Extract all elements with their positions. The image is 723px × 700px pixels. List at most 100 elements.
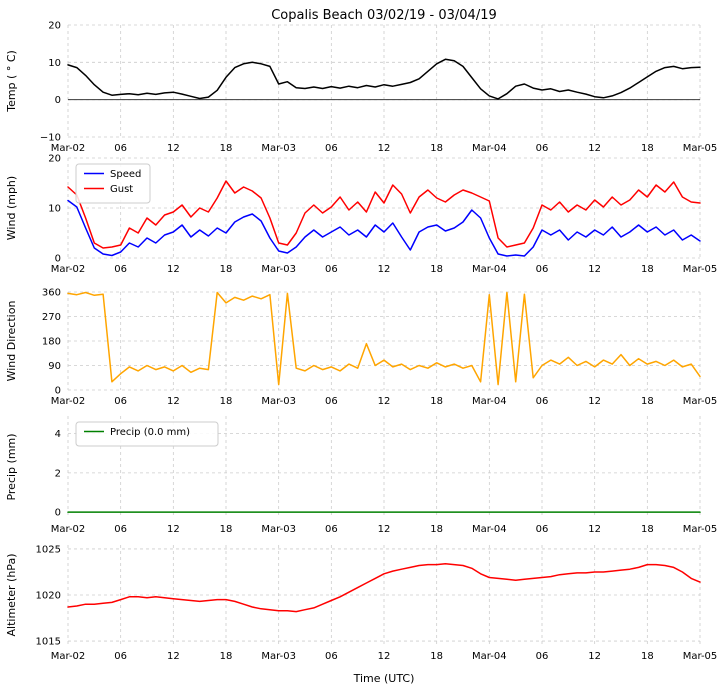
x-tick-label: 06 xyxy=(325,143,338,154)
x-tick-label: 06 xyxy=(114,396,127,407)
x-tick-label: 12 xyxy=(588,396,601,407)
series-line-speed xyxy=(67,199,701,257)
x-tick-label: 12 xyxy=(167,524,180,535)
x-tick-label: 06 xyxy=(114,651,127,662)
x-tick-label: Mar-02 xyxy=(51,651,86,662)
y-tick-label: 0 xyxy=(55,254,61,265)
y-tick-label: 10 xyxy=(48,58,61,69)
x-tick-label: Mar-04 xyxy=(472,143,507,154)
x-tick-label: 06 xyxy=(325,524,338,535)
x-tick-label: Mar-05 xyxy=(683,524,718,535)
y-tick-label: −10 xyxy=(40,133,61,144)
x-tick-label: Mar-03 xyxy=(261,524,296,535)
y-tick-label: 4 xyxy=(55,429,61,440)
y-tick-label: 0 xyxy=(55,386,61,397)
x-tick-label: 06 xyxy=(536,524,549,535)
y-axis-label: Wind (mph) xyxy=(5,176,18,240)
x-tick-label: 06 xyxy=(536,396,549,407)
x-tick-label: 18 xyxy=(430,524,443,535)
y-tick-label: 20 xyxy=(48,154,61,165)
x-tick-label: 18 xyxy=(430,264,443,275)
x-tick-label: 18 xyxy=(430,143,443,154)
y-tick-label: 1015 xyxy=(36,637,61,648)
subplot-temperature: Mar-02 06 12 18 Mar-03 06 12 18 Mar-04 06 12 18 Mar-… xyxy=(5,21,717,155)
x-tick-label: 18 xyxy=(220,651,233,662)
y-tick-label: 1025 xyxy=(36,544,61,555)
x-tick-label: Mar-04 xyxy=(472,524,507,535)
y-axis-label: Temp ( ° C) xyxy=(5,50,18,113)
legend-frame xyxy=(75,421,219,447)
x-tick-label: 18 xyxy=(220,264,233,275)
x-tick-label: 06 xyxy=(114,264,127,275)
x-tick-label: 18 xyxy=(430,396,443,407)
x-tick-label: 06 xyxy=(114,143,127,154)
x-tick-label: 06 xyxy=(325,264,338,275)
x-tick-label: 12 xyxy=(378,524,391,535)
y-tick-label: 20 xyxy=(48,21,61,32)
y-tick-label: 270 xyxy=(42,312,61,323)
subplot-wind-direction: Mar-02 06 12 18 Mar-03 06 12 18 Mar-04 06 12 18 Mar-… xyxy=(5,288,717,408)
y-tick-label: 1020 xyxy=(36,591,61,602)
x-tick-label: 06 xyxy=(114,524,127,535)
x-tick-label: Mar-03 xyxy=(261,396,296,407)
series-line-direction xyxy=(67,291,701,386)
x-tick-label: 18 xyxy=(220,143,233,154)
x-tick-label: Mar-05 xyxy=(683,651,718,662)
y-tick-label: 10 xyxy=(48,204,61,215)
x-axis-label: Time (UTC) xyxy=(353,672,415,685)
y-tick-label: 90 xyxy=(48,361,61,372)
x-tick-label: Mar-04 xyxy=(472,396,507,407)
x-tick-label: 12 xyxy=(167,396,180,407)
x-tick-label: 18 xyxy=(430,651,443,662)
x-tick-label: 12 xyxy=(588,524,601,535)
legend-label: Gust xyxy=(110,184,133,195)
x-tick-label: 12 xyxy=(378,651,391,662)
y-axis-label: Wind Direction xyxy=(5,301,18,382)
series-line-gust xyxy=(67,180,701,249)
x-tick-label: Mar-03 xyxy=(261,143,296,154)
y-tick-label: 360 xyxy=(42,288,61,299)
x-tick-label: 12 xyxy=(167,143,180,154)
x-tick-label: Mar-03 xyxy=(261,651,296,662)
x-tick-label: Mar-02 xyxy=(51,143,86,154)
x-tick-label: 06 xyxy=(325,651,338,662)
x-tick-label: Mar-02 xyxy=(51,264,86,275)
x-tick-label: 12 xyxy=(378,143,391,154)
x-tick-label: 18 xyxy=(641,264,654,275)
x-tick-label: Mar-05 xyxy=(683,264,718,275)
subplot-altimeter: Mar-02 06 12 18 Mar-03 06 12 18 Mar-04 06 12 18 Mar-… xyxy=(5,544,717,685)
x-tick-label: Mar-04 xyxy=(472,264,507,275)
x-tick-label: 06 xyxy=(536,651,549,662)
x-tick-label: 06 xyxy=(536,143,549,154)
legend: Speed Gust xyxy=(75,163,151,204)
x-tick-label: Mar-05 xyxy=(683,143,718,154)
y-tick-label: 180 xyxy=(42,337,61,348)
x-tick-label: 12 xyxy=(588,651,601,662)
x-tick-label: Mar-02 xyxy=(51,524,86,535)
x-tick-label: 18 xyxy=(220,396,233,407)
x-tick-label: Mar-03 xyxy=(261,264,296,275)
x-tick-label: Mar-05 xyxy=(683,396,718,407)
legend-label: Precip (0.0 mm) xyxy=(110,427,190,438)
y-axis-label: Precip (mm) xyxy=(5,433,18,500)
x-tick-label: 12 xyxy=(167,264,180,275)
series-line-temp xyxy=(67,58,701,100)
series-line-altimeter xyxy=(67,562,701,613)
x-tick-label: 12 xyxy=(588,264,601,275)
legend: Precip (0.0 mm) xyxy=(75,421,219,447)
x-tick-label: 12 xyxy=(378,396,391,407)
x-tick-label: 12 xyxy=(378,264,391,275)
legend-label: Speed xyxy=(110,169,141,180)
x-tick-label: 06 xyxy=(325,396,338,407)
x-tick-label: 12 xyxy=(588,143,601,154)
x-tick-label: 18 xyxy=(641,651,654,662)
x-tick-label: 18 xyxy=(641,143,654,154)
x-tick-label: 06 xyxy=(536,264,549,275)
x-tick-label: 12 xyxy=(167,651,180,662)
x-tick-label: Mar-02 xyxy=(51,396,86,407)
x-tick-label: 18 xyxy=(641,524,654,535)
y-tick-label: 2 xyxy=(55,468,61,479)
x-tick-label: 18 xyxy=(641,396,654,407)
